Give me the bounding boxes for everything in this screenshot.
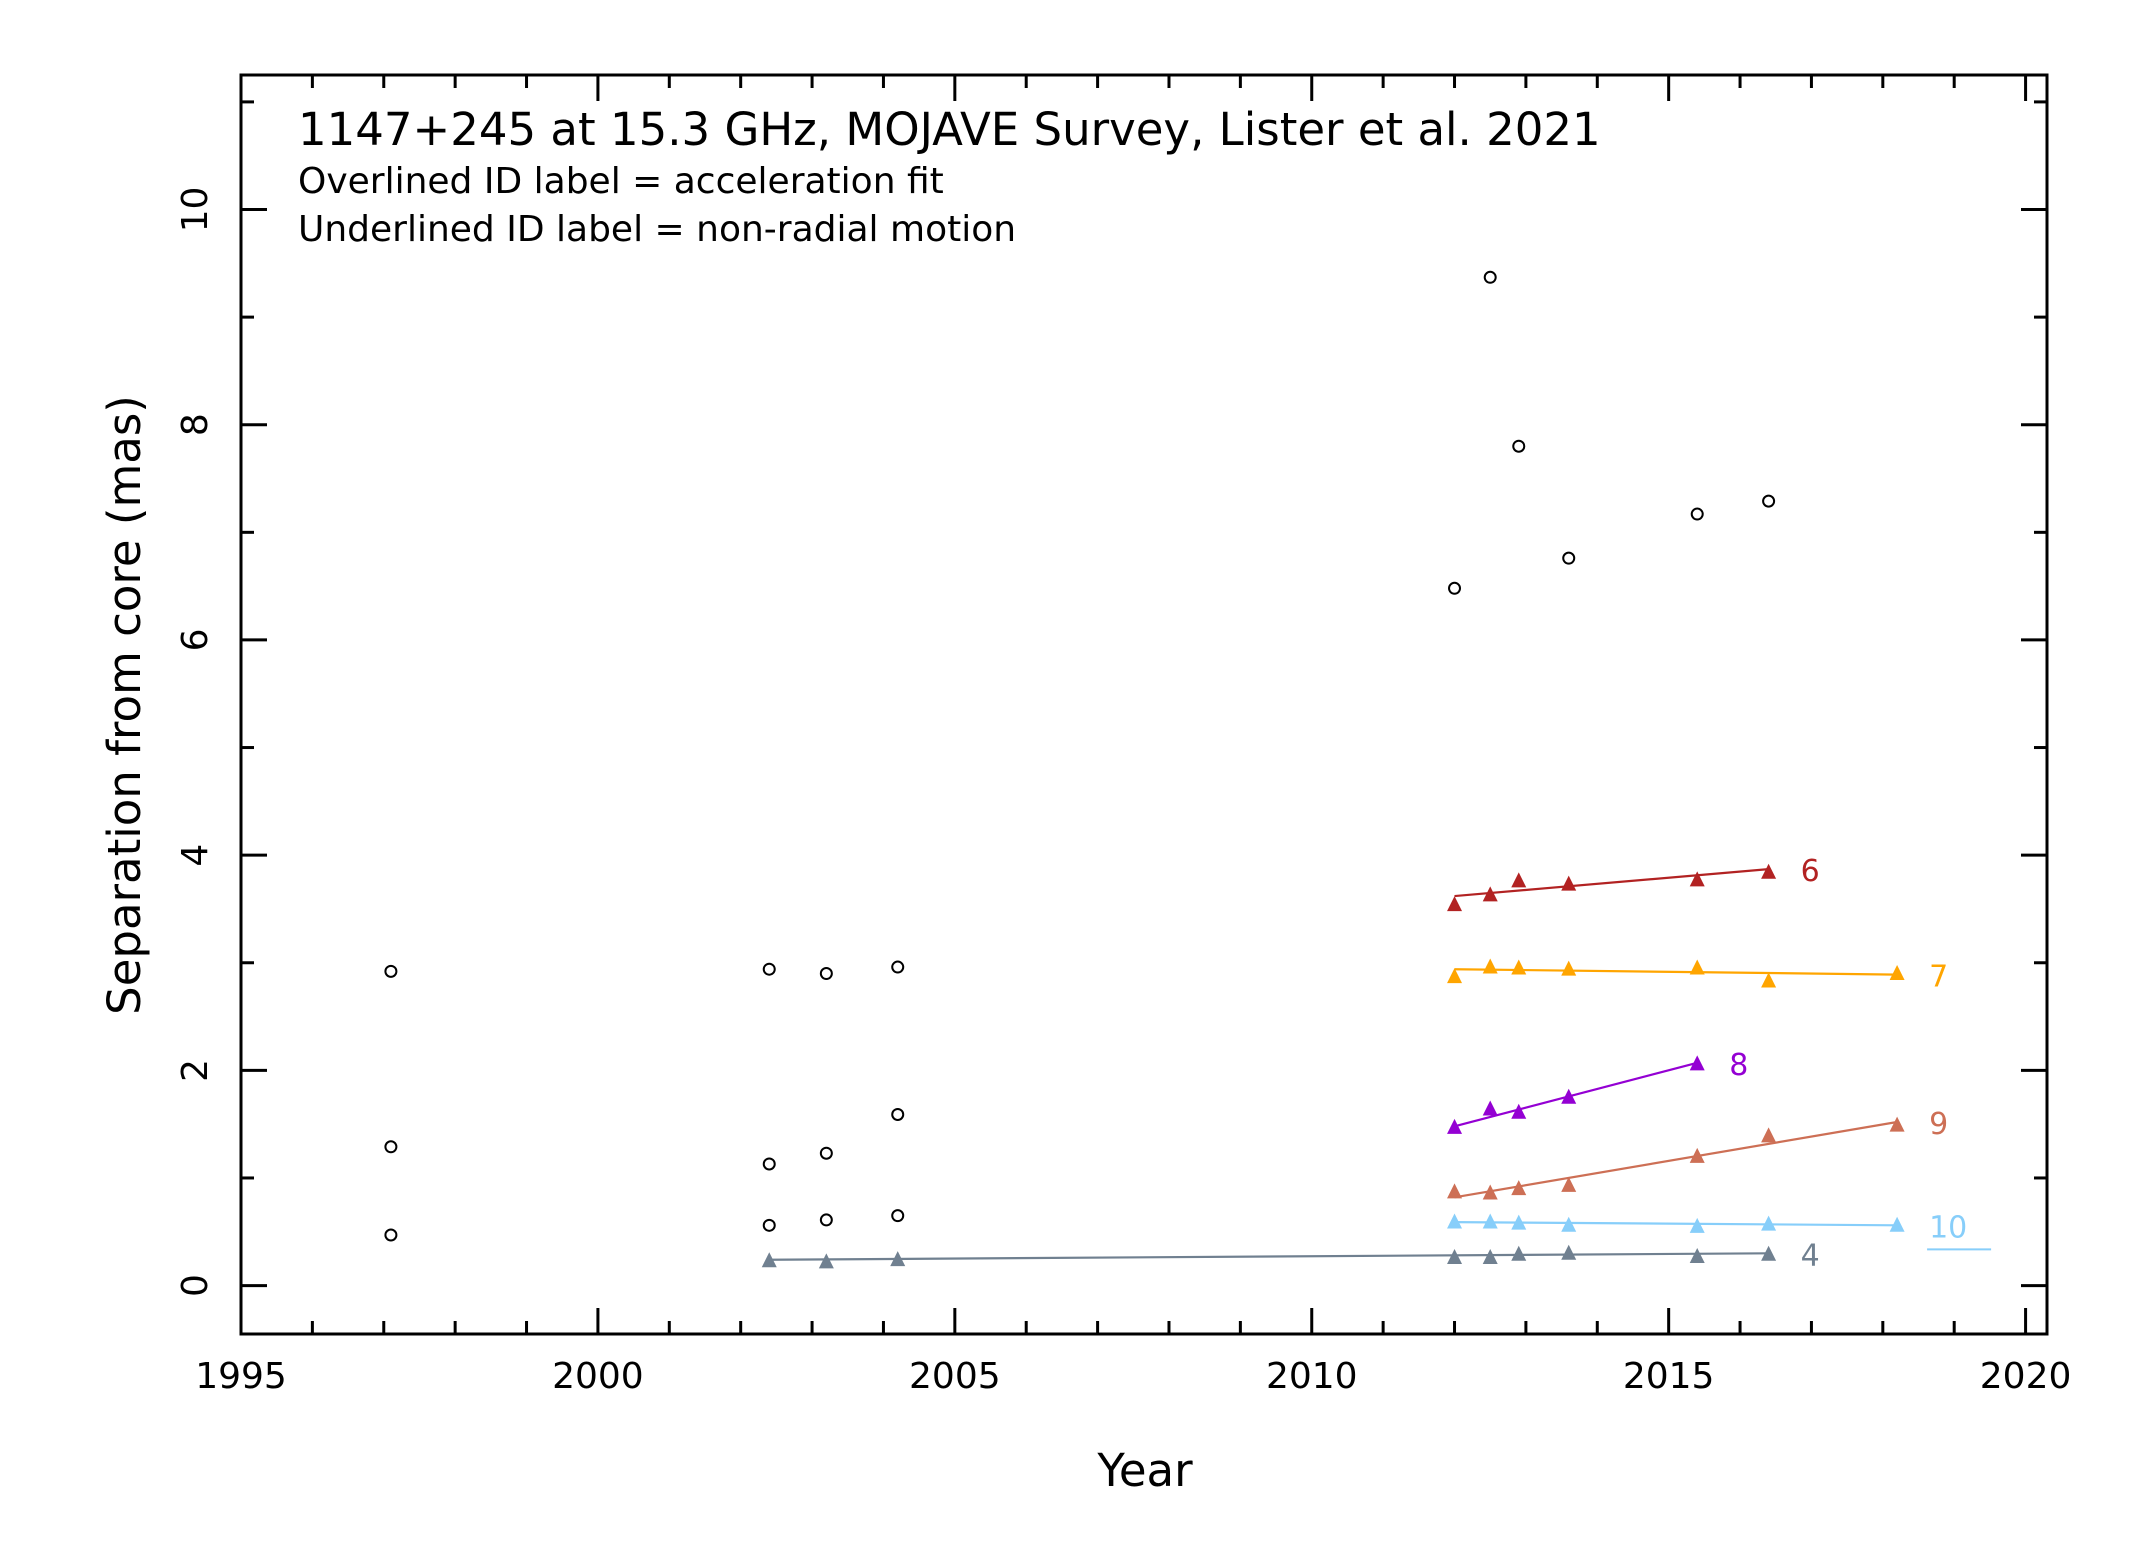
x-tick-label: 2020	[1980, 1356, 2072, 1397]
point-component-10	[1482, 1213, 1498, 1229]
point-component-6	[1689, 871, 1705, 887]
fit-line-9	[1454, 1120, 1898, 1199]
fit-line-4	[769, 1252, 1769, 1261]
unassigned-point	[1690, 507, 1704, 521]
subtitle-non-radial-note: Underlined ID label = non-radial motion	[298, 209, 1016, 250]
point-component-9	[1447, 1183, 1463, 1199]
point-component-7	[1447, 968, 1463, 984]
unassigned-point	[819, 1213, 833, 1227]
unassigned-point	[891, 1107, 905, 1121]
y-tick-label: 0	[175, 1274, 216, 1297]
point-component-7	[1761, 972, 1777, 988]
point-component-4	[1482, 1249, 1498, 1265]
y-axis-label: Separation from core (mas)	[98, 395, 151, 1015]
series-label-4: 4	[1801, 1238, 1820, 1273]
point-component-10	[1889, 1216, 1905, 1232]
unassigned-point	[1562, 551, 1576, 565]
data-points	[384, 270, 1905, 1269]
point-component-4	[1761, 1245, 1777, 1261]
point-component-7	[1889, 964, 1905, 980]
point-component-10	[1511, 1214, 1527, 1230]
point-component-9	[1689, 1147, 1705, 1163]
point-component-9	[1482, 1184, 1498, 1200]
unassigned-point	[891, 1209, 905, 1223]
point-component-7	[1511, 959, 1527, 975]
point-component-4	[890, 1251, 906, 1267]
series-label-8: 8	[1729, 1048, 1748, 1083]
point-component-8	[1689, 1055, 1705, 1071]
point-component-8	[1511, 1103, 1527, 1119]
series-label-10: 10	[1929, 1210, 1967, 1245]
series-label-7: 7	[1929, 960, 1948, 995]
point-component-6	[1761, 863, 1777, 879]
x-tick-label: 1995	[195, 1356, 287, 1397]
point-component-6	[1511, 872, 1527, 888]
fit-line-7	[1454, 968, 1898, 976]
point-component-9	[1561, 1176, 1577, 1192]
point-component-10	[1561, 1216, 1577, 1232]
y-tick-label: 6	[175, 628, 216, 651]
y-tick-label: 10	[175, 187, 216, 233]
point-component-7	[1482, 958, 1498, 974]
point-component-10	[1447, 1213, 1463, 1229]
point-component-6	[1447, 896, 1463, 912]
subtitle-acceleration-note: Overlined ID label = acceleration fit	[298, 161, 944, 202]
y-tick-label: 4	[175, 844, 216, 867]
unassigned-point	[762, 962, 776, 976]
point-component-4	[1511, 1245, 1527, 1261]
unassigned-point	[384, 1140, 398, 1154]
point-component-8	[1482, 1100, 1498, 1116]
fit-lines	[769, 868, 1898, 1261]
unassigned-point	[1512, 439, 1526, 453]
point-component-4	[761, 1252, 777, 1268]
point-component-7	[1689, 959, 1705, 975]
point-component-10	[1689, 1217, 1705, 1233]
unassigned-point	[1448, 581, 1462, 595]
unassigned-point	[762, 1157, 776, 1171]
fit-line-6	[1454, 868, 1769, 898]
y-tick-label: 2	[175, 1059, 216, 1082]
point-component-9	[1761, 1127, 1777, 1143]
point-component-4	[1447, 1249, 1463, 1265]
unassigned-point	[1483, 270, 1497, 284]
point-component-9	[1889, 1116, 1905, 1132]
unassigned-point	[819, 1146, 833, 1160]
unassigned-point	[1762, 494, 1776, 508]
x-axis-label: Year	[1096, 1444, 1193, 1497]
chart-title: 1147+245 at 15.3 GHz, MOJAVE Survey, Lis…	[298, 103, 1601, 156]
fit-line-8	[1454, 1061, 1698, 1128]
point-component-4	[1689, 1247, 1705, 1263]
unassigned-point	[384, 964, 398, 978]
x-tick-label: 2010	[1266, 1356, 1358, 1397]
point-component-4	[1561, 1244, 1577, 1260]
axis-ticks	[239, 75, 2047, 1334]
point-component-10	[1761, 1215, 1777, 1231]
point-component-9	[1511, 1180, 1527, 1196]
point-component-8	[1447, 1118, 1463, 1134]
unassigned-point	[762, 1218, 776, 1232]
plot-frame	[239, 73, 2049, 1336]
point-component-4	[818, 1253, 834, 1269]
series-label-9: 9	[1929, 1107, 1948, 1142]
fit-line-10	[1454, 1220, 1898, 1227]
series-labels: 6 7 8 9 10 4	[1729, 854, 1992, 1273]
series-label-6: 6	[1801, 854, 1820, 889]
point-component-7	[1561, 960, 1577, 976]
point-component-8	[1561, 1088, 1577, 1104]
tick-labels: 1995 2000 2005 2010 2015 2020 0 2 4 6 8 10	[175, 187, 2071, 1397]
x-tick-label: 2000	[552, 1356, 644, 1397]
x-tick-label: 2015	[1623, 1356, 1715, 1397]
point-component-6	[1482, 886, 1498, 902]
point-component-6	[1561, 875, 1577, 891]
unassigned-point	[384, 1228, 398, 1242]
unassigned-point	[891, 960, 905, 974]
unassigned-point	[819, 967, 833, 981]
x-tick-label: 2005	[909, 1356, 1001, 1397]
y-tick-label: 8	[175, 413, 216, 436]
